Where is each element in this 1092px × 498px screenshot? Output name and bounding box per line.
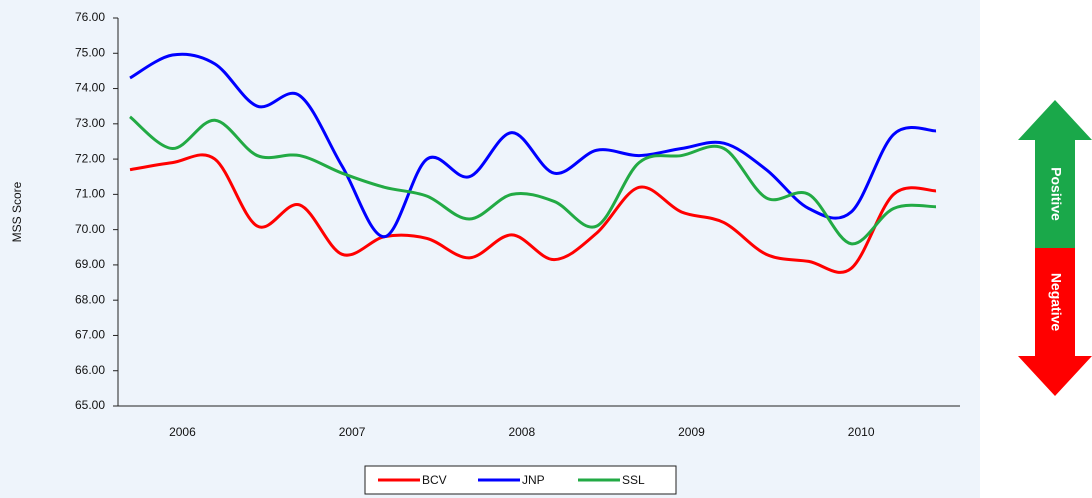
y-tick-label: 65.00 bbox=[75, 398, 105, 412]
line-series bbox=[129, 52, 937, 239]
y-tick-label: 66.00 bbox=[75, 363, 105, 377]
y-tick-label: 71.00 bbox=[75, 187, 105, 201]
y-tick-label: 70.00 bbox=[75, 222, 105, 236]
y-tick-label: 69.00 bbox=[75, 257, 105, 271]
positive-arrow bbox=[1018, 100, 1092, 248]
y-axis-label: MSS Score bbox=[10, 181, 24, 242]
chart-background bbox=[0, 0, 980, 498]
negative-label: Negative bbox=[1048, 273, 1064, 332]
legend-label: JNP bbox=[522, 473, 545, 487]
x-tick-label: 2006 bbox=[169, 425, 196, 439]
y-tick-label: 73.00 bbox=[75, 116, 105, 130]
y-tick-label: 74.00 bbox=[75, 81, 105, 95]
x-tick-label: 2010 bbox=[848, 425, 875, 439]
y-tick-label: 67.00 bbox=[75, 328, 105, 342]
line-series bbox=[129, 153, 937, 274]
positive-label: Positive bbox=[1048, 167, 1064, 221]
y-tick-label: 68.00 bbox=[75, 292, 105, 306]
x-tick-label: 2007 bbox=[339, 425, 366, 439]
line-series bbox=[129, 115, 937, 246]
y-tick-label: 75.00 bbox=[75, 45, 105, 59]
negative-arrow bbox=[1018, 248, 1092, 396]
legend-label: BCV bbox=[422, 473, 447, 487]
x-tick-label: 2009 bbox=[678, 425, 705, 439]
x-tick-label: 2008 bbox=[508, 425, 535, 439]
legend-label: SSL bbox=[622, 473, 645, 487]
y-tick-label: 76.00 bbox=[75, 10, 105, 24]
y-tick-label: 72.00 bbox=[75, 151, 105, 165]
